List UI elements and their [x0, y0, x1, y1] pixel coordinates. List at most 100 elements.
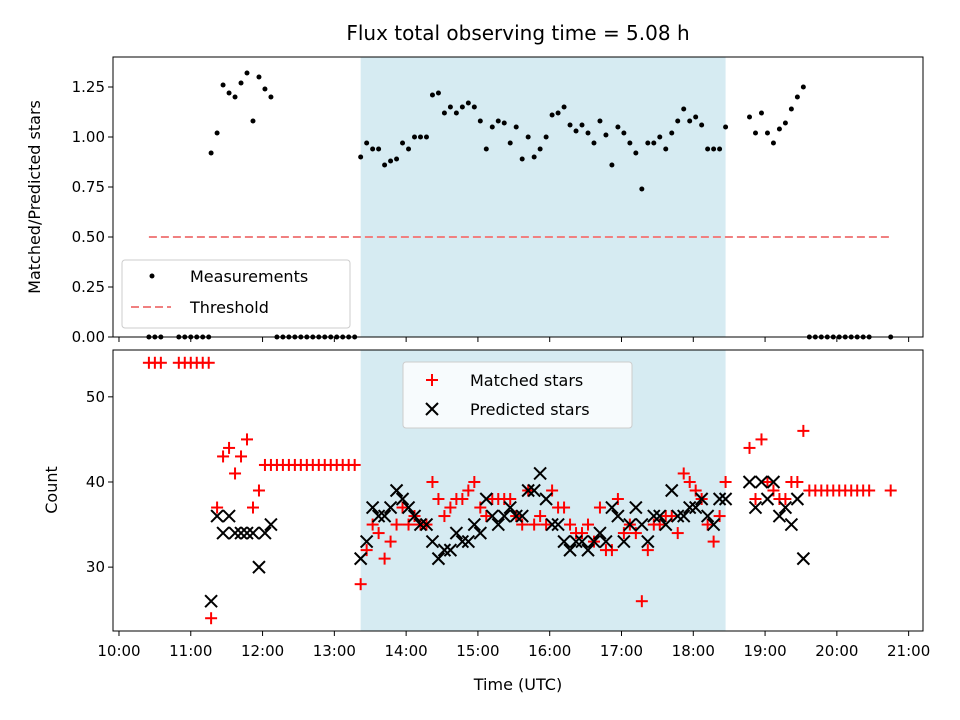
matched-star-point	[223, 441, 236, 454]
measurement-point	[794, 94, 800, 100]
predicted-star-point	[431, 551, 446, 566]
measurement-point	[603, 132, 609, 138]
predicted-star-point	[623, 517, 637, 532]
measurement-point	[663, 146, 669, 152]
x-axis-label: Time (UTC)	[473, 675, 562, 694]
predicted-star-d2	[449, 526, 464, 540]
measurement-point	[244, 70, 250, 76]
predicted-star-d2	[700, 509, 715, 523]
predicted-star-d2	[527, 483, 541, 498]
predicted-star-point	[545, 517, 559, 532]
predicted-star-point	[694, 492, 709, 506]
measurement-point	[388, 158, 394, 164]
bottom-y-axis: 30 40 50	[86, 388, 113, 576]
predicted-star-d2	[778, 500, 793, 515]
matched-star-point	[689, 484, 702, 497]
measurement-point	[382, 162, 388, 168]
top-y-tick-label: 0.25	[72, 278, 105, 296]
predicted-star-d2	[545, 517, 559, 532]
matched-star-point	[713, 510, 726, 523]
top-shaded-region	[360, 57, 726, 337]
matched-star-point	[546, 484, 559, 497]
measurement-point	[250, 118, 256, 124]
predicted-star-d2	[635, 517, 649, 532]
predicted-star-point	[766, 475, 781, 489]
predicted-star-d2	[653, 509, 667, 523]
matched-star-point	[884, 484, 897, 497]
predicted-star-point	[503, 500, 517, 515]
legend-measurements-marker	[149, 273, 155, 279]
matched-star-point	[743, 441, 756, 454]
measurement-point	[579, 122, 585, 128]
measurement-point	[412, 134, 418, 140]
predicted-star-d2	[629, 500, 643, 515]
matched-star-point	[576, 527, 589, 540]
predicted-star-point	[772, 509, 787, 523]
predicted-star-d2	[521, 483, 535, 498]
chart-title: Flux total observing time = 5.08 h	[346, 21, 689, 45]
predicted-star-d2	[688, 500, 703, 515]
measurement-point	[435, 90, 441, 96]
predicted-star-d2	[533, 466, 547, 481]
measurement-point	[513, 124, 519, 130]
predicted-star-d2	[718, 492, 733, 506]
predicted-star-d2	[425, 534, 440, 549]
predicted-star-d2	[772, 509, 787, 523]
bottom-x-tick-label: 10:00	[97, 642, 140, 660]
predicted-star-point	[599, 534, 613, 549]
matched-star-point	[683, 475, 696, 488]
matched-star-point	[611, 493, 624, 506]
measurement-point	[406, 146, 412, 152]
matched-star-point	[671, 527, 684, 540]
predicted-star-d2	[694, 492, 709, 506]
matched-star-point	[378, 552, 391, 565]
predicted-star-point	[509, 509, 523, 523]
measurement-point	[483, 146, 489, 152]
predicted-star-d2	[617, 534, 631, 549]
measurement-point	[717, 146, 723, 152]
matched-star-point	[677, 467, 690, 480]
measurement-point	[226, 90, 232, 96]
predicted-star-d2	[246, 526, 260, 540]
matched-star-point	[384, 535, 397, 548]
top-y-axis: 0.00 0.25 0.50 0.75 1.00 1.25	[72, 78, 113, 346]
predicted-star-point	[401, 500, 416, 515]
measurement-point	[591, 140, 597, 146]
measurement-point	[639, 186, 645, 192]
predicted-star-point	[784, 517, 799, 532]
top-x-ticks	[118, 337, 910, 342]
bottom-x-tick-label: 14:00	[385, 642, 428, 660]
matched-star-point	[635, 595, 648, 608]
measurement-point	[723, 124, 729, 130]
matched-star-point	[396, 501, 409, 514]
predicted-star-point	[467, 517, 482, 532]
predicted-star-point	[790, 492, 805, 506]
matched-star-point	[581, 518, 594, 531]
measurement-point	[519, 156, 525, 162]
matched-star-point	[217, 450, 230, 463]
matched-star-point	[797, 424, 810, 437]
matched-star-point	[241, 433, 254, 446]
matched-star-point	[432, 493, 445, 506]
measurement-point	[256, 74, 262, 80]
measurement-point	[788, 106, 794, 112]
predicted-star-d2	[437, 543, 452, 557]
measurement-point	[447, 104, 453, 110]
predicted-star-d2	[623, 517, 637, 532]
predicted-star-point	[485, 509, 499, 523]
matched-star-point	[211, 501, 224, 514]
predicted-star-point	[479, 492, 494, 506]
matched-star-point	[540, 518, 553, 531]
predicted-star-d2	[395, 492, 410, 506]
measurement-point	[770, 140, 776, 146]
predicted-star-d2	[503, 500, 517, 515]
predicted-star-point	[371, 509, 386, 523]
predicted-star-point	[581, 543, 595, 557]
predicted-star-d2	[407, 509, 422, 523]
measurement-point	[585, 130, 591, 136]
measurement-point	[705, 146, 711, 152]
predicted-stars-series	[204, 466, 811, 608]
top-y-tick-label: 0.00	[72, 328, 105, 346]
predicted-star-d2	[443, 543, 458, 557]
